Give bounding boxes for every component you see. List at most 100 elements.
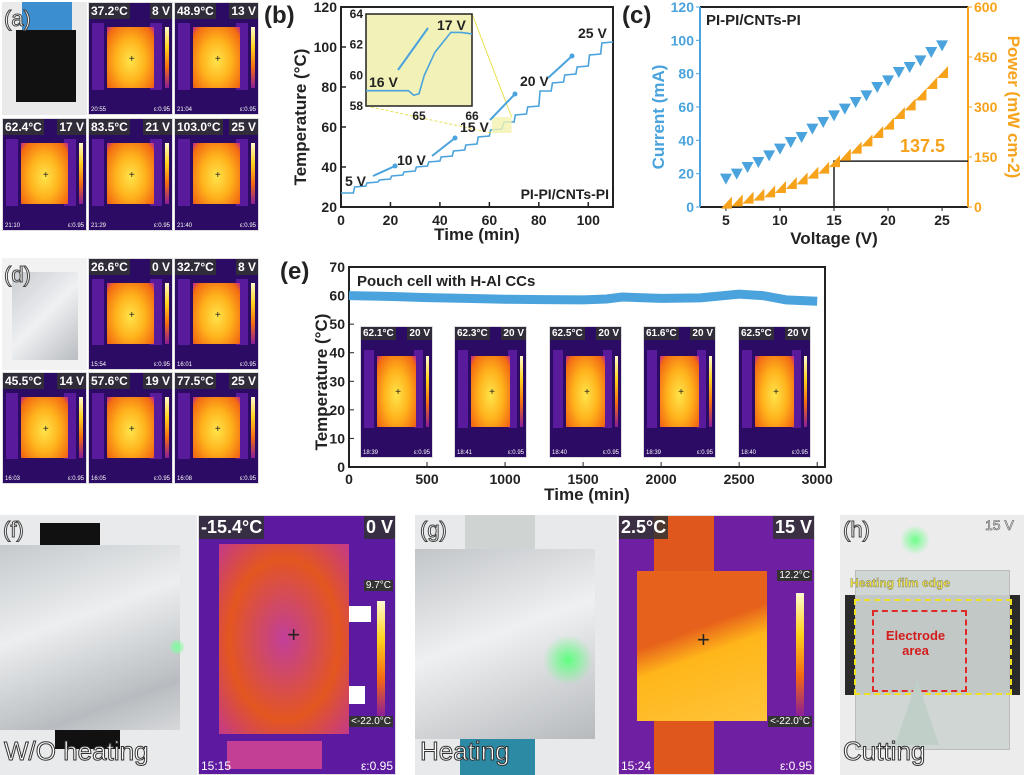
power-point [774, 181, 786, 193]
current-point [882, 75, 895, 87]
thermal-emissivity: ε:0.95 [239, 107, 256, 113]
thermal-min: <-22.0°C [768, 716, 812, 727]
y-tick-label: 10 [329, 430, 345, 446]
tab-shape [150, 278, 163, 345]
crosshair-icon: + [395, 387, 401, 399]
power-point [937, 66, 949, 78]
crosshair-icon: + [214, 309, 221, 321]
current-point [838, 103, 851, 115]
thermal-max: 9.7°C [363, 580, 393, 591]
thermal-time: 18:41 [457, 450, 473, 456]
thermal-voltage: 13 V [229, 3, 258, 19]
thermal-emissivity: ε:0.95 [153, 223, 170, 229]
voltage-label: 25 V [578, 25, 607, 41]
y2-tick-label: 600 [974, 0, 998, 15]
inset-y-tick-label: 60 [350, 68, 364, 82]
current-point [903, 62, 916, 73]
thermal-image: 62.3°C 20 V + 18:41 ε:0.95 [454, 326, 527, 458]
hot-zone [193, 143, 240, 205]
temperature-band [348, 289, 818, 306]
electrode-area-label: Electrode area [885, 628, 946, 658]
x-tick-label: 15 [826, 212, 842, 228]
current-point [828, 110, 840, 122]
voltage-label: 20 V [520, 73, 549, 89]
highlight-value: 137.5 [900, 136, 945, 156]
hot-zone [21, 397, 68, 458]
current-point [741, 162, 754, 173]
y-tick-label: 40 [321, 159, 337, 175]
current-point [795, 132, 808, 143]
hot-zone [193, 27, 240, 89]
tab-shape [696, 350, 707, 429]
hot-zone [376, 355, 417, 428]
color-scale-bar [803, 355, 808, 428]
hot-zone [193, 283, 240, 344]
crosshair-icon: + [42, 423, 49, 435]
power-point [829, 155, 840, 168]
x-tick-label: 20 [880, 212, 896, 228]
thermal-voltage: 14 V [57, 373, 86, 389]
thermal-image: 62.5°C 20 V + 18:40 ε:0.95 [738, 326, 811, 458]
hot-zone [565, 355, 606, 428]
thermal-voltage: 25 V [229, 373, 258, 389]
color-scale-bar [78, 397, 83, 458]
arrow [397, 27, 429, 71]
color-scale-bar [519, 355, 524, 428]
x-tick-label: 500 [415, 471, 439, 487]
thermal-temp: 62.1°C [361, 327, 396, 340]
hot-zone [107, 283, 154, 344]
panel-e-label: (e) [280, 258, 310, 285]
power-point [731, 194, 743, 207]
color-scale-bar [250, 397, 255, 458]
tab-shape [552, 350, 563, 429]
inset-y-tick-label: 62 [350, 38, 364, 52]
y2-tick-label: 450 [974, 49, 998, 65]
current-point [784, 137, 797, 148]
thermal-temp: 45.5°C [3, 373, 44, 389]
y-tick-label: 20 [329, 402, 345, 418]
tab-shape [150, 392, 163, 459]
thermal-emissivity: ε:0.95 [67, 476, 84, 482]
inset-voltage-label: 16 V [369, 74, 398, 90]
tab-shape [6, 392, 18, 459]
thermal-emissivity: ε:0.95 [696, 450, 713, 456]
inset-y-tick-label: 64 [350, 7, 364, 21]
voltage-label: 10 V [397, 152, 426, 168]
crosshair-icon: + [214, 170, 221, 182]
color-scale-bar [164, 27, 169, 89]
crosshair-icon: + [128, 309, 135, 321]
voltage-label: 5 V [345, 173, 367, 189]
thermal-image: 62.5°C 20 V + 18:40 ε:0.95 [549, 326, 622, 458]
tab-shape [6, 138, 18, 206]
thermal-voltage: 25 V [229, 119, 258, 135]
power-point [850, 141, 862, 154]
tab-shape [178, 138, 190, 206]
sample-annotation: Pouch cell with H-Al CCs [357, 273, 535, 290]
panel-d-photo [2, 258, 87, 370]
power-point [764, 185, 776, 198]
thermal-time: 16:01 [177, 362, 193, 368]
panel-h-photo [840, 515, 1024, 775]
y-axis-label: Temperature (°C) [291, 49, 310, 186]
inset-y-tick-label: 58 [350, 99, 364, 113]
inset-voltage-label: 17 V [437, 17, 466, 33]
hot-zone [107, 27, 154, 89]
x-tick-label: 80 [531, 212, 547, 228]
crosshair-icon: + [214, 423, 221, 435]
zoom-region [491, 117, 512, 133]
thermal-temp: 32.7°C [175, 259, 216, 275]
thermal-temp: 48.9°C [175, 3, 216, 19]
power-point [785, 177, 797, 189]
tab-shape [64, 138, 77, 206]
power-point [818, 161, 830, 174]
y-tick-label: 0 [686, 199, 694, 215]
thermal-image: 83.5°C 21 V + 21:29 ε:0.95 [88, 118, 173, 231]
thermal-time: 16:08 [177, 476, 193, 482]
sample-annotation: PI-PI/CNTs-PI [706, 12, 801, 29]
inset-line [366, 31, 473, 97]
thermal-emissivity: ε:0.95 [153, 476, 170, 482]
x-tick-label: 100 [577, 212, 601, 228]
tab-shape [178, 278, 190, 345]
inset-x-tick-label: 66 [465, 109, 479, 123]
x-tick-label: 25 [934, 212, 950, 228]
